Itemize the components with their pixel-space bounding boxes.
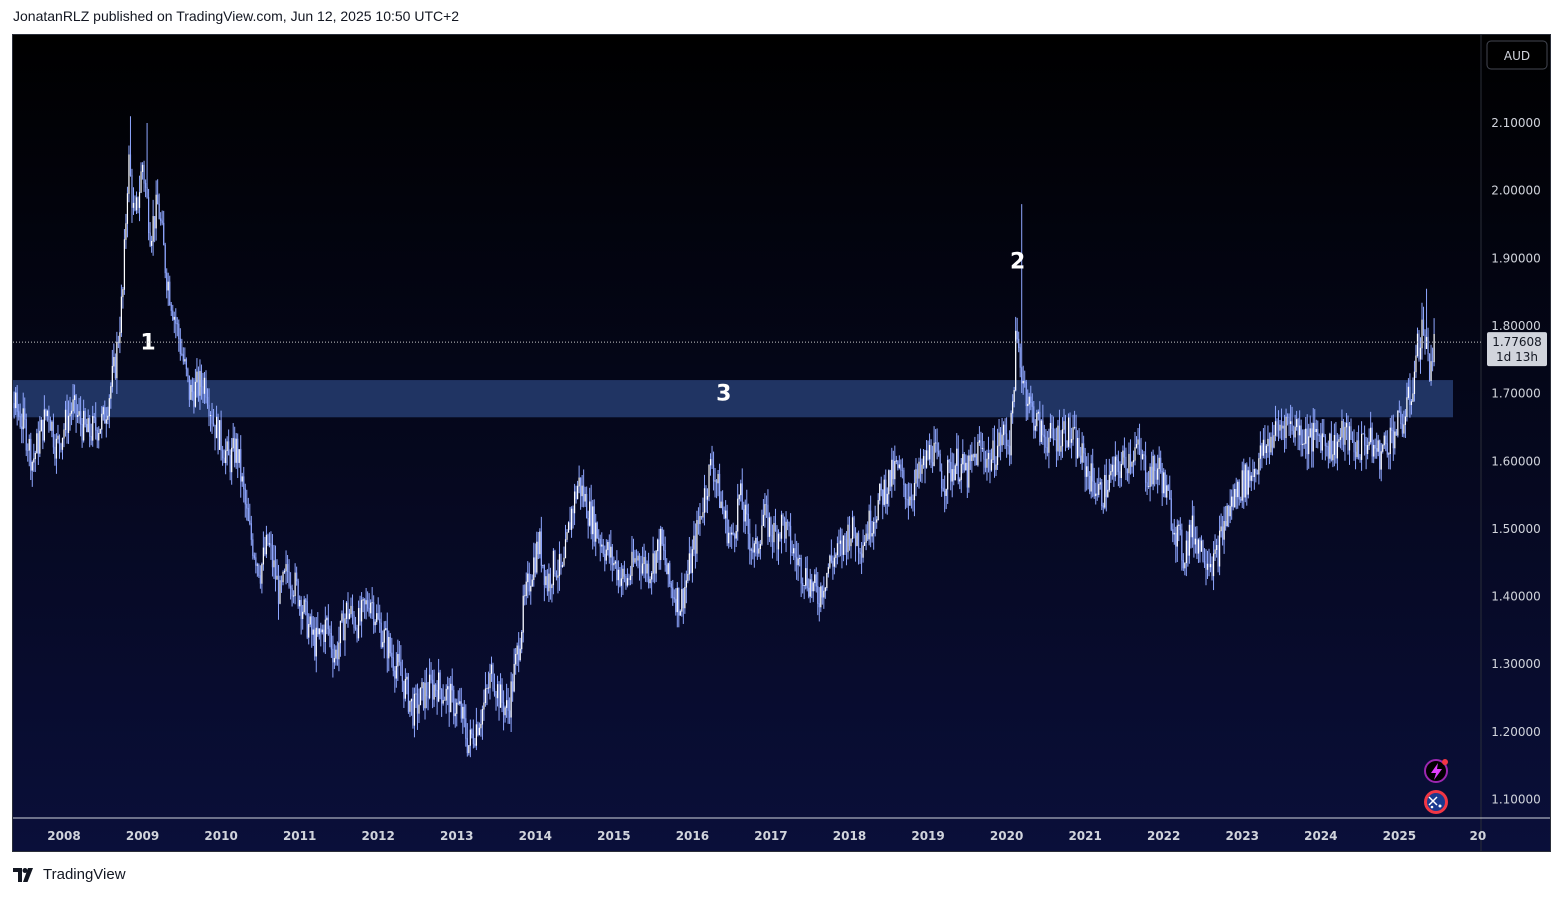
y-tick-label: 1.10000 bbox=[1491, 793, 1541, 807]
annotation-label-2[interactable]: 2 bbox=[1010, 249, 1025, 274]
y-tick-label: 1.70000 bbox=[1491, 387, 1541, 401]
bar-countdown: 1d 13h bbox=[1496, 350, 1538, 364]
x-tick-label: 2023 bbox=[1226, 829, 1259, 843]
x-tick-label: 2025 bbox=[1383, 829, 1416, 843]
annotation-label-3[interactable]: 3 bbox=[716, 381, 731, 406]
last-price-value: 1.77608 bbox=[1492, 335, 1542, 349]
x-tick-label: 2024 bbox=[1304, 829, 1337, 843]
y-tick-label: 1.50000 bbox=[1491, 522, 1541, 536]
footer: TradingView bbox=[13, 866, 126, 883]
annotation-label-1[interactable]: 1 bbox=[140, 331, 155, 356]
currency-label: AUD bbox=[1504, 49, 1530, 63]
currency-button[interactable]: AUD bbox=[1486, 40, 1548, 70]
australia-flag-icon[interactable] bbox=[1424, 790, 1448, 814]
x-tick-label: 2009 bbox=[126, 829, 159, 843]
x-tick-label: 2013 bbox=[440, 829, 473, 843]
tradingview-logo-icon[interactable] bbox=[13, 867, 37, 882]
price-chart[interactable]: 1 2 3 2.10000 2.00000 1.90000 1.80000 1.70000 1… bbox=[13, 35, 1551, 852]
x-tick-label: 2008 bbox=[47, 829, 80, 843]
y-tick-label: 1.60000 bbox=[1491, 454, 1541, 468]
publish-header: JonatanRLZ published on TradingView.com,… bbox=[13, 8, 460, 24]
x-tick-label: 2011 bbox=[283, 829, 316, 843]
x-tick-label: 2012 bbox=[361, 829, 394, 843]
x-tick-label: 2018 bbox=[833, 829, 866, 843]
y-tick-label: 1.90000 bbox=[1491, 251, 1541, 265]
x-tick-label: 2016 bbox=[676, 829, 709, 843]
y-tick-label: 1.20000 bbox=[1491, 725, 1541, 739]
y-tick-label: 1.40000 bbox=[1491, 590, 1541, 604]
x-tick-label: 2010 bbox=[204, 829, 237, 843]
y-tick-label: 1.80000 bbox=[1491, 319, 1541, 333]
footer-brand[interactable]: TradingView bbox=[43, 866, 126, 883]
x-tick-label: 2017 bbox=[754, 829, 787, 843]
x-tick-label: 2019 bbox=[911, 829, 944, 843]
lightning-alert-icon[interactable] bbox=[1424, 759, 1448, 783]
x-tick-label: 20 bbox=[1470, 829, 1487, 843]
chart-panel[interactable]: 1 2 3 2.10000 2.00000 1.90000 1.80000 1.70000 1… bbox=[12, 34, 1551, 852]
support-resistance-zone[interactable] bbox=[13, 380, 1453, 418]
x-tick-label: 2021 bbox=[1068, 829, 1101, 843]
y-tick-label: 2.10000 bbox=[1491, 116, 1541, 130]
y-tick-label: 1.30000 bbox=[1491, 657, 1541, 671]
chart-background bbox=[13, 35, 1550, 851]
x-tick-label: 2014 bbox=[519, 829, 552, 843]
x-tick-label: 2020 bbox=[990, 829, 1023, 843]
x-tick-label: 2022 bbox=[1147, 829, 1180, 843]
last-price-tag: 1.77608 1d 13h bbox=[1487, 332, 1547, 367]
x-tick-label: 2015 bbox=[597, 829, 630, 843]
y-tick-label: 2.00000 bbox=[1491, 184, 1541, 198]
